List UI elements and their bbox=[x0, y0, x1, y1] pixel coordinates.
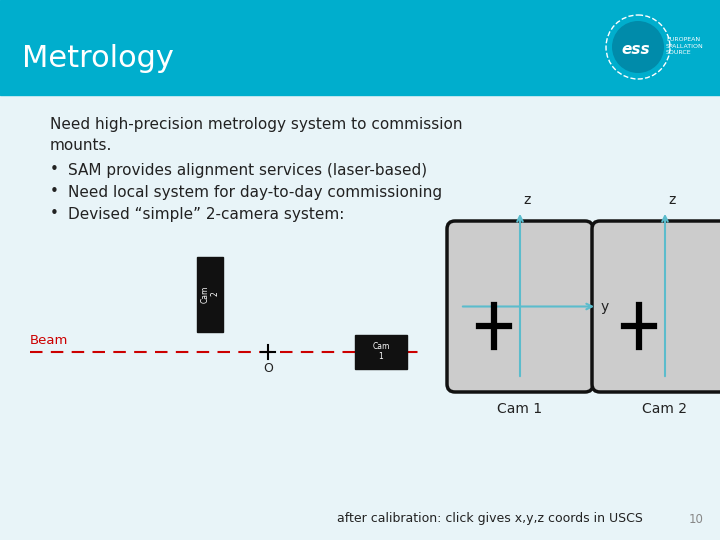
Text: Devised “simple” 2-camera system:: Devised “simple” 2-camera system: bbox=[68, 206, 344, 221]
Text: EUROPEAN
SPALLATION
SOURCE: EUROPEAN SPALLATION SOURCE bbox=[666, 37, 703, 55]
Bar bbox=[355, 334, 407, 368]
Text: after calibration: click gives x,y,z coords in USCS: after calibration: click gives x,y,z coo… bbox=[337, 512, 642, 525]
Text: Cam 2: Cam 2 bbox=[642, 402, 688, 416]
Text: O: O bbox=[263, 362, 273, 375]
Text: Cam
2: Cam 2 bbox=[200, 285, 220, 303]
Text: Cam
1: Cam 1 bbox=[372, 342, 390, 361]
FancyBboxPatch shape bbox=[592, 221, 720, 392]
Text: y: y bbox=[601, 300, 609, 314]
Text: Cam 1: Cam 1 bbox=[498, 402, 543, 416]
Text: Metrology: Metrology bbox=[22, 44, 174, 73]
Text: z: z bbox=[668, 193, 675, 207]
Text: 10: 10 bbox=[689, 513, 704, 526]
Text: ess: ess bbox=[621, 42, 650, 57]
Text: Beam: Beam bbox=[30, 334, 68, 347]
Text: •: • bbox=[50, 206, 59, 221]
Text: •: • bbox=[50, 163, 59, 178]
Bar bbox=[0, 0, 720, 94]
Circle shape bbox=[612, 21, 664, 73]
Text: z: z bbox=[523, 193, 531, 207]
Bar bbox=[197, 256, 223, 332]
Text: •: • bbox=[50, 185, 59, 199]
Text: mounts.: mounts. bbox=[50, 138, 112, 153]
Text: Need high-precision metrology system to commission: Need high-precision metrology system to … bbox=[50, 117, 462, 132]
Text: Need local system for day-to-day commissioning: Need local system for day-to-day commiss… bbox=[68, 185, 442, 199]
FancyBboxPatch shape bbox=[447, 221, 593, 392]
Text: SAM provides alignment services (laser-based): SAM provides alignment services (laser-b… bbox=[68, 163, 427, 178]
